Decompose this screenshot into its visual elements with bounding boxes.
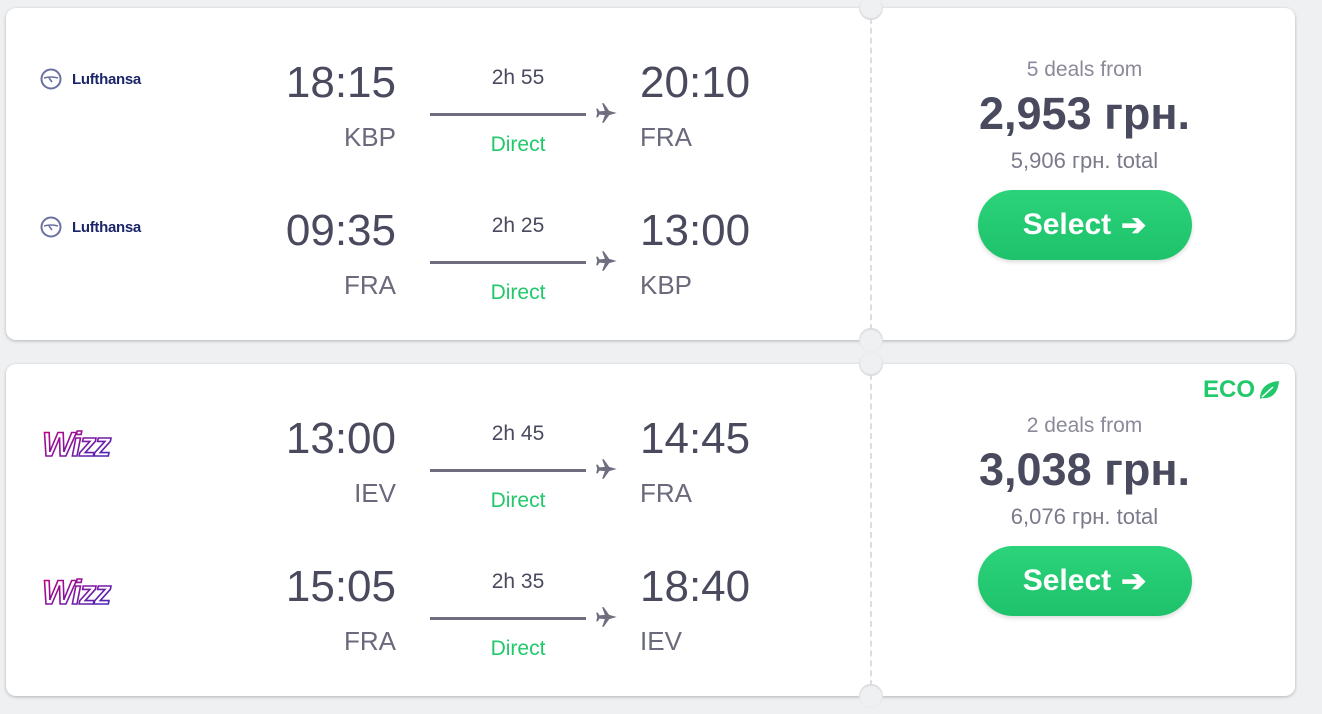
price-panel: 5 deals from 2,953 грн. 5,906 грн. total… [874, 8, 1295, 260]
duration: 2h 25 [491, 214, 545, 237]
plane-icon [596, 103, 617, 123]
duration: 2h 55 [491, 66, 545, 89]
eco-label: ECO [1202, 376, 1255, 403]
route-line [430, 113, 586, 116]
plane-icon [596, 459, 617, 479]
notch [859, 0, 883, 20]
flight-leg: Wizz 13:00 IEV 2h 45 Direct 14:45 FRA [6, 374, 866, 512]
route-line [430, 261, 586, 264]
arrival-airport: FRA [640, 122, 692, 152]
lufthansa-crane-icon [40, 68, 62, 90]
select-button[interactable]: Select ➔ [977, 190, 1192, 260]
notch [859, 352, 883, 376]
departure-time: 15:05 [285, 562, 396, 611]
arrow-right-icon: ➔ [1121, 208, 1147, 242]
wizz-logo: Wizz [41, 425, 114, 464]
eco-badge: ECO [1203, 376, 1281, 404]
route-line [430, 617, 586, 620]
airline-name: Lufthansa [72, 70, 141, 88]
departure-airport: IEV [354, 478, 396, 508]
plane-icon [596, 251, 617, 271]
notch [859, 684, 883, 708]
arrival-time: 13:00 [640, 206, 751, 255]
departure-time: 18:15 [285, 58, 396, 107]
deals-count: 5 deals from [1026, 58, 1143, 81]
airline-logo: Wizz [40, 572, 140, 612]
arrival-time: 14:45 [640, 414, 751, 463]
stops-label: Direct [490, 281, 546, 304]
price: 3,038 грн. [978, 444, 1191, 495]
ticket-divider [870, 8, 872, 340]
total-price: 5,906 грн. total [1010, 148, 1159, 173]
departure-airport: FRA [344, 270, 396, 300]
lufthansa-crane-icon [40, 216, 62, 238]
flight-result-card[interactable]: Lufthansa 18:15 KBP 2h 55 Direct 20:10 F… [6, 0, 1295, 352]
airline-logo: Lufthansa [40, 216, 141, 238]
select-label: Select [1022, 208, 1112, 241]
price-panel: 2 deals from 3,038 грн. 6,076 грн. total… [874, 364, 1295, 616]
plane-icon [596, 607, 617, 627]
deals-count: 2 deals from [1026, 414, 1143, 437]
arrow-right-icon: ➔ [1121, 564, 1147, 598]
departure-time: 13:00 [285, 414, 396, 463]
stops-label: Direct [490, 133, 546, 156]
airline-logo: Lufthansa [40, 68, 141, 90]
flight-leg: Lufthansa 18:15 KBP 2h 55 Direct 20:10 F… [6, 18, 866, 156]
route-line [430, 469, 586, 472]
departure-airport: KBP [343, 122, 396, 152]
arrival-airport: FRA [640, 478, 692, 508]
arrival-airport: KBP [640, 270, 693, 300]
wizz-logo: Wizz [41, 573, 114, 612]
duration: 2h 45 [491, 422, 545, 445]
arrival-time: 20:10 [640, 58, 751, 107]
select-label: Select [1022, 564, 1112, 597]
airline-logo: Wizz [40, 424, 140, 464]
notch [859, 328, 883, 352]
flight-leg: Wizz 15:05 FRA 2h 35 Direct 18:40 IEV [6, 522, 866, 660]
flight-result-card[interactable]: Wizz 13:00 IEV 2h 45 Direct 14:45 FRA Wi… [6, 352, 1295, 708]
select-button[interactable]: Select ➔ [977, 546, 1192, 616]
airline-name: Lufthansa [72, 218, 141, 236]
ticket-divider [870, 364, 872, 696]
arrival-time: 18:40 [640, 562, 751, 611]
stops-label: Direct [490, 489, 546, 512]
flight-leg: Lufthansa 09:35 FRA 2h 25 Direct 13:00 K… [6, 166, 866, 304]
stops-label: Direct [490, 637, 546, 660]
departure-time: 09:35 [285, 206, 396, 255]
price: 2,953 грн. [978, 88, 1191, 139]
departure-airport: FRA [344, 626, 396, 656]
airline-name: Wizz [42, 574, 111, 612]
total-price: 6,076 грн. total [1010, 504, 1159, 529]
duration: 2h 35 [491, 570, 545, 593]
airline-name: Wizz [42, 426, 111, 464]
arrival-airport: IEV [640, 626, 682, 656]
leaf-icon [1260, 381, 1279, 399]
